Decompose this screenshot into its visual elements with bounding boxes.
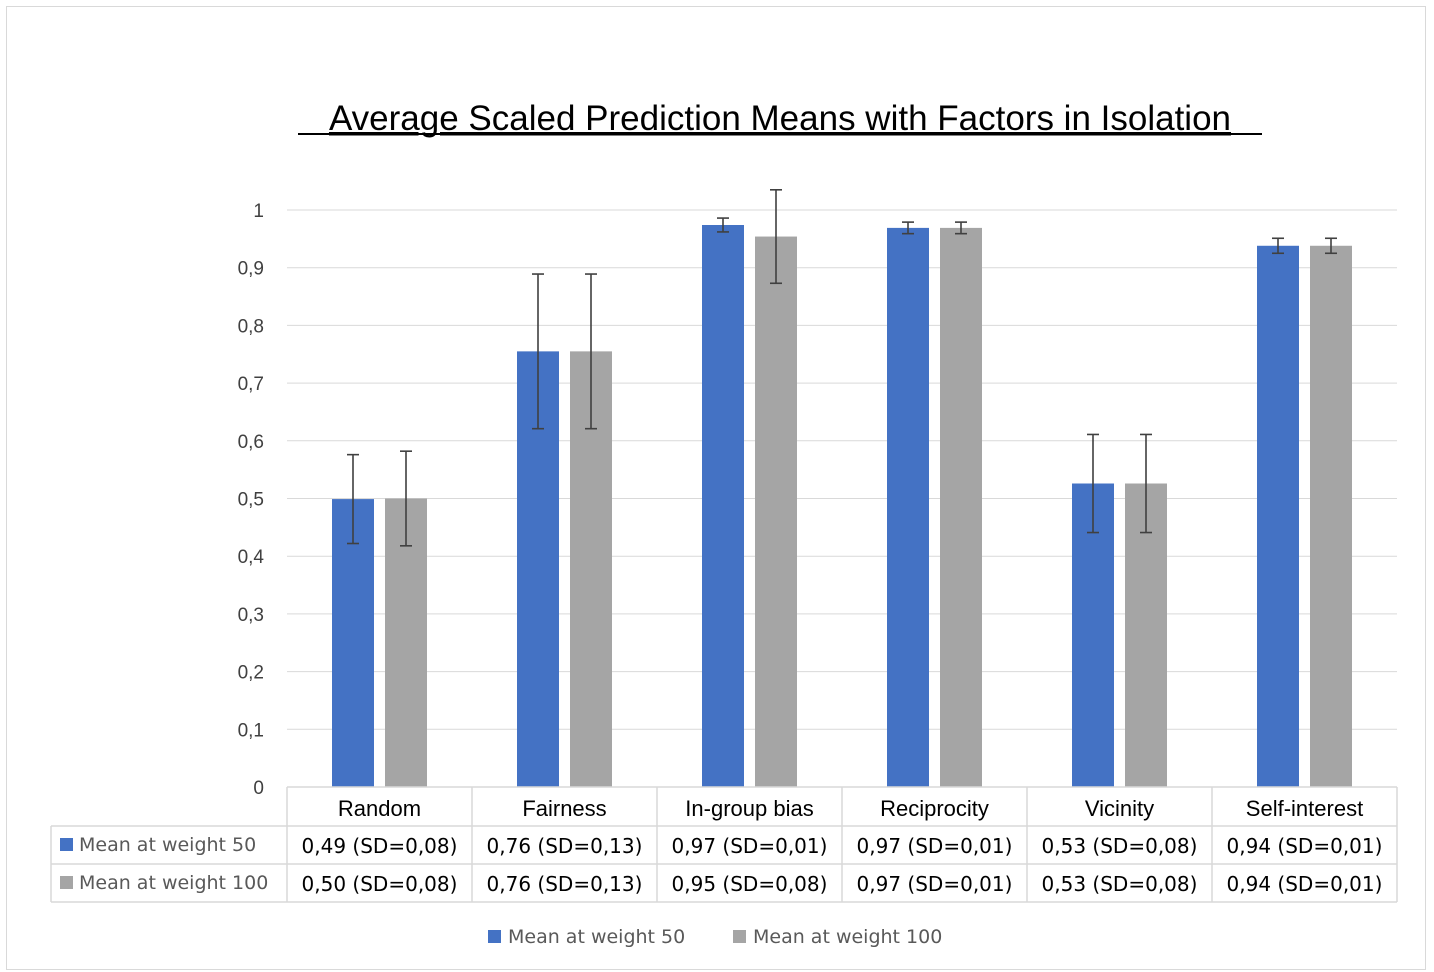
gridlines (287, 209, 1397, 788)
y-axis: 0 0,1 0,2 0,3 0,4 0,5 0,6 0,7 0,8 0,9 1 (238, 201, 265, 799)
table-row-label: Mean at weight 50 (79, 834, 256, 856)
error-bar (1140, 433, 1152, 534)
legend-key (488, 930, 501, 943)
category-label: Vicinity (1085, 796, 1154, 821)
table-cell: 0,97 (SD=0,01) (857, 872, 1013, 896)
error-bar (1087, 433, 1099, 534)
y-tick-label: 0 (253, 778, 264, 799)
bar (887, 227, 929, 788)
y-tick-label: 0,2 (238, 663, 264, 684)
bar (1257, 245, 1299, 788)
bar (1125, 483, 1167, 787)
table-cell: 0,50 (SD=0,08) (302, 872, 458, 896)
category-label: Random (338, 796, 421, 821)
bar (1072, 483, 1114, 787)
error-bar (717, 217, 729, 233)
table-cell: 0,97 (SD=0,01) (672, 834, 828, 858)
y-tick-label: 0,9 (238, 259, 264, 280)
error-bar (902, 221, 914, 235)
error-bar (400, 450, 412, 547)
table-cell: 0,53 (SD=0,08) (1042, 872, 1198, 896)
table-cell: 0,95 (SD=0,08) (672, 872, 828, 896)
y-tick-label: 0,4 (238, 547, 265, 568)
table-cell: 0,94 (SD=0,01) (1227, 872, 1383, 896)
category-label: In-group bias (685, 796, 813, 821)
table-legend-key (60, 838, 73, 851)
error-bar (770, 189, 782, 285)
legend-label: Mean at weight 100 (753, 926, 942, 948)
bar (755, 236, 797, 788)
bars (332, 225, 1352, 788)
data-table: Random Fairness In-group bias Reciprocity Vi… (50, 786, 1398, 903)
table-cell: 0,49 (SD=0,08) (302, 834, 458, 858)
category-label: Self-interest (1246, 796, 1363, 821)
legend: Mean at weight 50 Mean at weight 100 (488, 926, 942, 948)
table-row-label: Mean at weight 100 (79, 872, 268, 894)
category-label: Reciprocity (880, 796, 989, 821)
y-tick-label: 0,7 (238, 374, 264, 395)
legend-key (733, 930, 746, 943)
error-bar (1325, 237, 1337, 255)
table-cell: 0,76 (SD=0,13) (487, 872, 643, 896)
bar (1310, 245, 1352, 788)
table-cell: 0,94 (SD=0,01) (1227, 834, 1383, 858)
legend-label: Mean at weight 50 (508, 926, 685, 948)
table-cell: 0,53 (SD=0,08) (1042, 834, 1198, 858)
y-tick-label: 0,8 (238, 316, 264, 337)
error-bar (532, 273, 544, 430)
bar (332, 499, 374, 787)
y-tick-label: 0,1 (238, 720, 264, 741)
y-tick-label: 0,6 (238, 432, 264, 453)
bar (702, 225, 744, 787)
error-bar (1272, 237, 1284, 255)
table-legend-key (60, 876, 73, 889)
error-bars (347, 189, 1337, 547)
y-tick-label: 0,5 (238, 490, 264, 511)
category-label: Fairness (522, 796, 606, 821)
error-bar (955, 221, 967, 235)
error-bar (585, 273, 597, 430)
y-tick-label: 0,3 (238, 605, 264, 626)
chart-title: Average Scaled Prediction Means with Fac… (329, 99, 1231, 138)
table-cell: 0,97 (SD=0,01) (857, 834, 1013, 858)
table-cell: 0,76 (SD=0,13) (487, 834, 643, 858)
error-bar (347, 453, 359, 545)
y-tick-label: 1 (253, 201, 264, 222)
bar (940, 227, 982, 788)
